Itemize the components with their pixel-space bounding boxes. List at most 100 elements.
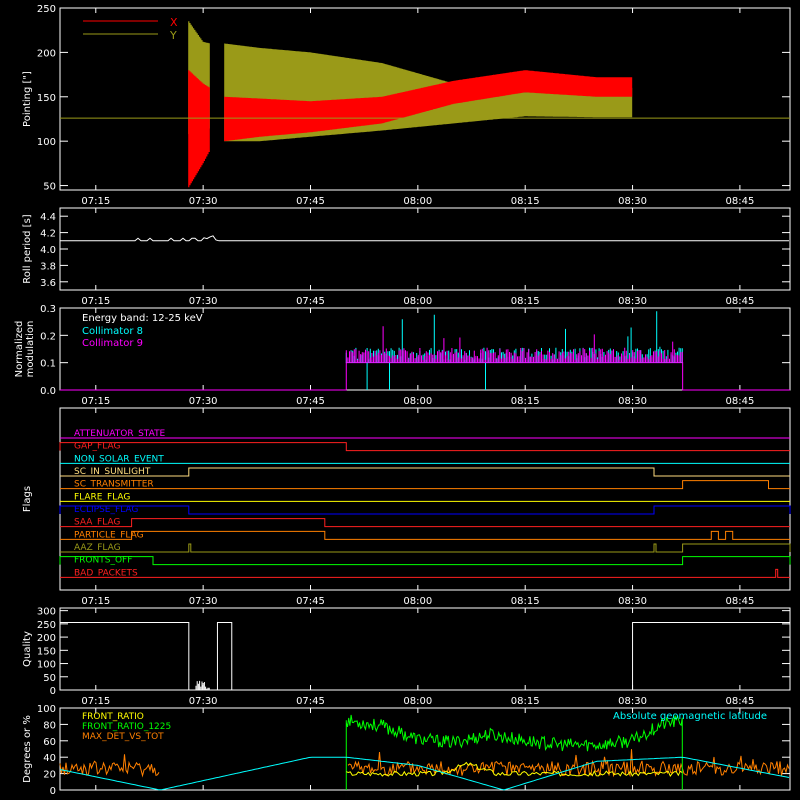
x-tick-label: 07:15 bbox=[81, 196, 110, 207]
y-tick-label: 100 bbox=[37, 660, 56, 671]
y-tick-label: 20 bbox=[43, 770, 56, 781]
x-tick-label: 07:30 bbox=[189, 296, 218, 307]
series-collimator-9 bbox=[345, 326, 683, 363]
x-tick-label: 08:45 bbox=[725, 196, 754, 207]
series-geomagnetic-latitude bbox=[59, 756, 790, 791]
x-tick-label: 07:45 bbox=[296, 596, 325, 607]
flag-label-gap-flag: GAP_FLAG bbox=[74, 442, 120, 452]
flag-line-bad-packets bbox=[60, 568, 790, 578]
y-axis-label: Degrees or % bbox=[22, 715, 33, 783]
flag-line-sc-transmitter bbox=[60, 480, 790, 490]
flag-label-sc-in-sunlight: SC_IN_SUNLIGHT bbox=[74, 467, 151, 477]
series-collimator-8 bbox=[345, 311, 683, 390]
legend-label-collimator-9: Collimator 9 bbox=[82, 338, 143, 349]
y-tick-label: 0.1 bbox=[40, 359, 56, 370]
x-tick-label: 07:45 bbox=[296, 696, 325, 707]
x-tick-label: 08:45 bbox=[725, 396, 754, 407]
x-tick-label: 08:30 bbox=[618, 596, 647, 607]
y-tick-label: 100 bbox=[37, 704, 56, 715]
y-tick-label: 50 bbox=[43, 182, 56, 193]
panel-quality: 07:15 07:30 07:45 08:00 08:15 08:30 08:45 0 50 10… bbox=[22, 607, 791, 707]
panel-frame bbox=[59, 607, 791, 691]
y-tick-label: 200 bbox=[37, 48, 56, 59]
panel-frame bbox=[59, 707, 791, 791]
y-axis-label: modulation bbox=[25, 321, 36, 378]
y-tick-label: 0.2 bbox=[40, 331, 56, 342]
series-max-det-vs-tot bbox=[59, 749, 790, 778]
x-tick-label: 08:15 bbox=[511, 396, 540, 407]
flag-label-saa-flag: SAA_FLAG bbox=[74, 518, 120, 528]
y-axis-label: Roll period [s] bbox=[22, 214, 33, 283]
y-tick-label: 200 bbox=[37, 633, 56, 644]
y-tick-label: 300 bbox=[37, 607, 56, 618]
y-tick-label: 250 bbox=[37, 4, 56, 15]
x-tick-label: 07:15 bbox=[81, 396, 110, 407]
y-tick-label: 4.2 bbox=[40, 229, 56, 240]
flag-label-attenuator-state: ATTENUATOR_STATE bbox=[74, 429, 166, 439]
x-tick-label: 08:15 bbox=[511, 296, 540, 307]
quality-segment bbox=[632, 622, 791, 690]
x-tick-label: 07:30 bbox=[189, 696, 218, 707]
x-tick-label: 07:15 bbox=[81, 296, 110, 307]
y-tick-label: 3.6 bbox=[40, 278, 56, 289]
flag-line-fronts-off bbox=[59, 556, 791, 566]
y-tick-label: 0.3 bbox=[40, 304, 56, 315]
flag-label-fronts-off: FRONTS_OFF bbox=[74, 556, 132, 566]
y-tick-label: 4.4 bbox=[40, 212, 56, 223]
x-tick-label: 07:45 bbox=[296, 296, 325, 307]
x-tick-label: 07:45 bbox=[296, 396, 325, 407]
y-axis-label: Flags bbox=[22, 486, 33, 512]
x-tick-label: 08:30 bbox=[618, 296, 647, 307]
flag-label-sc-transmitter: SC_TRANSMITTER bbox=[74, 480, 154, 490]
series-front-ratio-1225 bbox=[345, 714, 683, 790]
y-tick-label: 0 bbox=[50, 786, 56, 797]
x-tick-label: 08:15 bbox=[511, 196, 540, 207]
quality-segment bbox=[59, 622, 190, 690]
series-front-ratio bbox=[346, 761, 683, 777]
x-tick-label: 07:30 bbox=[189, 596, 218, 607]
y-tick-label: 150 bbox=[37, 646, 56, 657]
x-tick-label: 08:45 bbox=[725, 696, 754, 707]
x-tick-label: 08:00 bbox=[403, 396, 432, 407]
flag-line-gap-flag bbox=[59, 442, 790, 452]
legend-label-x: X bbox=[170, 16, 178, 29]
x-tick-label: 08:00 bbox=[403, 296, 432, 307]
flag-line-particle-flag bbox=[60, 530, 790, 540]
y-tick-label: 80 bbox=[43, 720, 56, 731]
energy-band-annotation: Energy band: 12-25 keV bbox=[82, 313, 203, 324]
panel-modulation: 07:15 07:30 07:45 08:00 08:15 08:30 08:45 0.0 0.… bbox=[14, 304, 791, 407]
y-tick-label: 0.0 bbox=[40, 386, 56, 397]
legend-label-geomagnetic-latitude: Absolute geomagnetic latitude bbox=[613, 711, 767, 722]
flag-line-sc-in-sunlight bbox=[60, 467, 790, 477]
y-tick-label: 50 bbox=[43, 673, 56, 684]
y-tick-label: 60 bbox=[43, 737, 56, 748]
x-tick-label: 07:30 bbox=[189, 196, 218, 207]
flag-label-flare-flag: FLARE_FLAG bbox=[74, 492, 130, 502]
flag-line-saa-flag bbox=[60, 518, 790, 528]
quality-noise bbox=[195, 680, 210, 690]
x-tick-label: 08:00 bbox=[403, 596, 432, 607]
legend-label-collimator-8: Collimator 8 bbox=[82, 326, 143, 337]
series-roll-period bbox=[60, 235, 789, 242]
y-tick-label: 150 bbox=[37, 93, 56, 104]
flag-label-aaz-flag: AAZ_FLAG bbox=[74, 543, 121, 553]
y-tick-label: 0 bbox=[50, 686, 56, 697]
x-tick-label: 08:30 bbox=[618, 396, 647, 407]
x-tick-label: 08:30 bbox=[618, 196, 647, 207]
panel-frame bbox=[59, 207, 791, 291]
x-tick-label: 08:15 bbox=[511, 696, 540, 707]
x-tick-label: 08:45 bbox=[725, 596, 754, 607]
panel-frame bbox=[59, 407, 791, 591]
x-tick-label: 08:00 bbox=[403, 696, 432, 707]
x-tick-label: 08:45 bbox=[725, 296, 754, 307]
y-axis-label: Pointing ["] bbox=[22, 71, 33, 127]
x-tick-label: 07:15 bbox=[81, 596, 110, 607]
panel-pointing: 07:15 07:30 07:45 08:00 08:15 08:30 08:45 50 100… bbox=[22, 4, 791, 207]
quality-segment bbox=[216, 622, 233, 690]
y-axis-label: Normalized bbox=[14, 321, 25, 378]
y-tick-label: 4.0 bbox=[40, 245, 56, 256]
y-tick-label: 40 bbox=[43, 753, 56, 764]
legend-label-max-det-vs-tot: MAX_DET_VS_TOT bbox=[82, 732, 164, 742]
legend-label-front-ratio-1225: FRONT_RATIO_1225 bbox=[82, 722, 171, 732]
